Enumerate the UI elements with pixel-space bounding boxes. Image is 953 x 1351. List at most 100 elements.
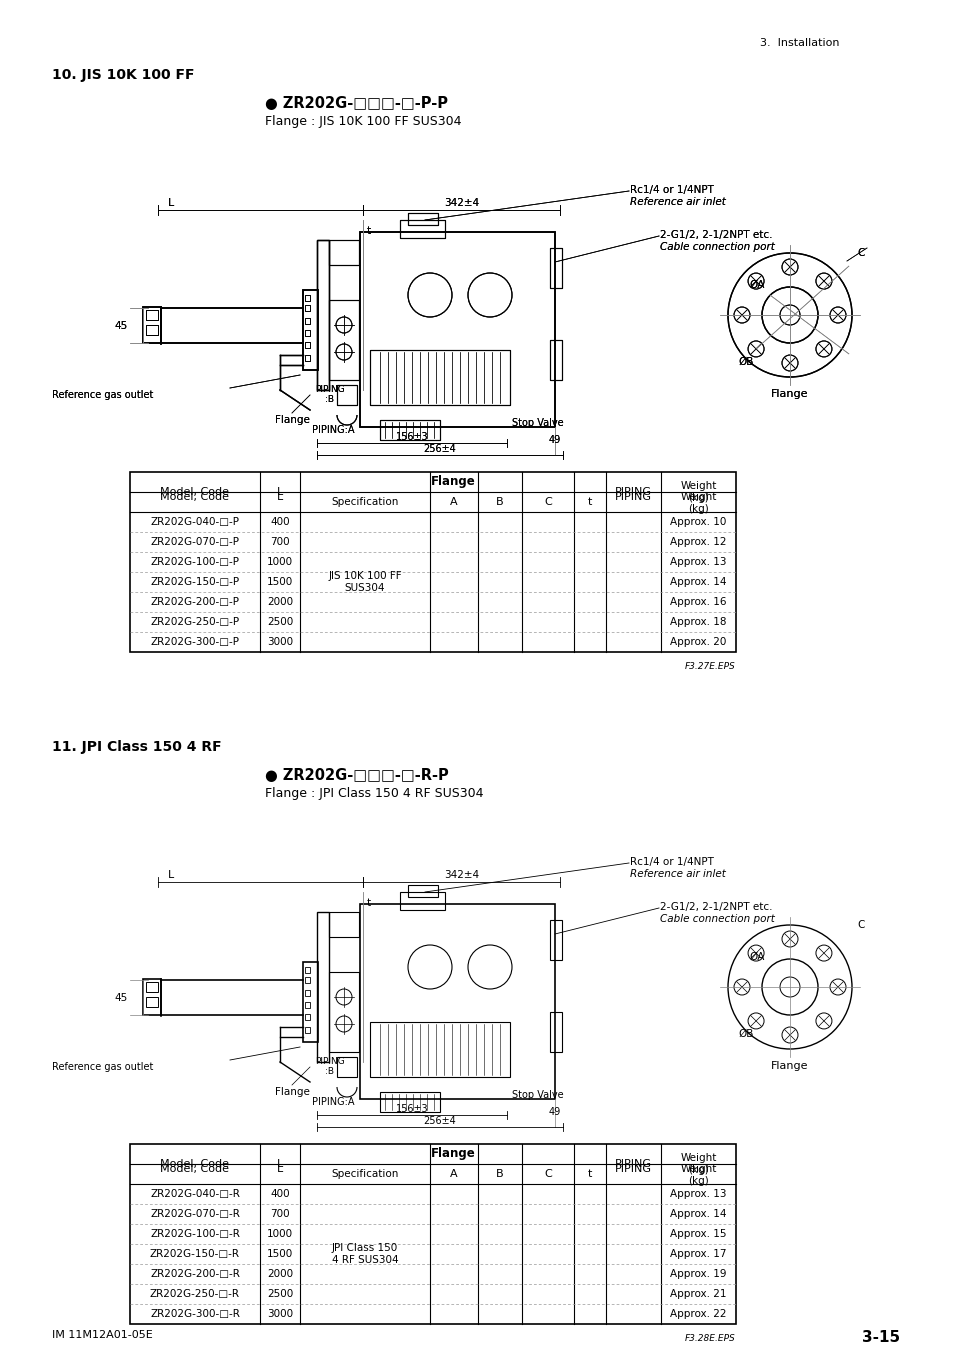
Text: Reference air inlet: Reference air inlet bbox=[629, 869, 725, 880]
Text: Cable connection port: Cable connection port bbox=[659, 915, 774, 924]
Bar bbox=[359, 232, 555, 427]
Bar bbox=[305, 355, 310, 361]
Bar bbox=[408, 213, 437, 226]
Text: 3-15: 3-15 bbox=[861, 1329, 899, 1346]
Bar bbox=[399, 892, 444, 911]
Text: ● ZR202G-□□□-□-P-P: ● ZR202G-□□□-□-P-P bbox=[265, 96, 448, 111]
Bar bbox=[305, 317, 310, 324]
Text: Reference air inlet: Reference air inlet bbox=[629, 197, 725, 207]
Text: 342±4: 342±4 bbox=[443, 199, 478, 208]
Text: PIPING: PIPING bbox=[615, 1165, 651, 1174]
Bar bbox=[305, 317, 310, 324]
Text: ØB: ØB bbox=[738, 357, 753, 367]
Text: PIPING
:B: PIPING :B bbox=[314, 1056, 345, 1077]
Bar bbox=[305, 330, 310, 336]
Text: Flange : JIS 10K 100 FF SUS304: Flange : JIS 10K 100 FF SUS304 bbox=[265, 115, 461, 128]
Text: A: A bbox=[450, 1169, 457, 1179]
Text: ZR202G-040-□-R: ZR202G-040-□-R bbox=[150, 1189, 240, 1198]
Text: ZR202G-040-□-P: ZR202G-040-□-P bbox=[151, 517, 239, 527]
Bar bbox=[146, 982, 158, 992]
Text: C: C bbox=[543, 1169, 551, 1179]
Bar bbox=[305, 305, 310, 311]
Text: Approx. 22: Approx. 22 bbox=[670, 1309, 726, 1319]
Bar bbox=[305, 295, 310, 301]
Text: 2-G1/2, 2-1/2NPT etc.: 2-G1/2, 2-1/2NPT etc. bbox=[659, 902, 772, 912]
Bar bbox=[336, 385, 356, 405]
Bar bbox=[146, 997, 158, 1006]
Text: PIPING: PIPING bbox=[615, 1159, 651, 1169]
Text: 45: 45 bbox=[114, 993, 128, 1002]
Bar bbox=[316, 912, 329, 1062]
Text: L: L bbox=[276, 486, 283, 497]
Text: 45: 45 bbox=[114, 322, 128, 331]
Text: 1000: 1000 bbox=[267, 1229, 293, 1239]
Bar bbox=[305, 1027, 310, 1034]
Bar bbox=[303, 962, 317, 1042]
Text: 2-G1/2, 2-1/2NPT etc.: 2-G1/2, 2-1/2NPT etc. bbox=[659, 230, 772, 240]
Text: Reference gas outlet: Reference gas outlet bbox=[51, 1062, 154, 1071]
Bar bbox=[303, 290, 317, 370]
Bar bbox=[379, 420, 439, 440]
Text: Reference gas outlet: Reference gas outlet bbox=[51, 390, 154, 400]
Text: t: t bbox=[587, 497, 592, 507]
Text: ZR202G-300-□-R: ZR202G-300-□-R bbox=[150, 1309, 240, 1319]
Bar bbox=[399, 220, 444, 238]
Text: Reference gas outlet: Reference gas outlet bbox=[51, 390, 154, 400]
Text: 156±3: 156±3 bbox=[395, 1104, 428, 1115]
Text: 10. JIS 10K 100 FF: 10. JIS 10K 100 FF bbox=[52, 68, 194, 82]
Text: Approx. 15: Approx. 15 bbox=[670, 1229, 726, 1239]
Text: 2000: 2000 bbox=[267, 597, 293, 607]
Text: C: C bbox=[543, 497, 551, 507]
Text: Flange: Flange bbox=[430, 476, 475, 489]
Text: C: C bbox=[856, 249, 863, 258]
Bar bbox=[329, 912, 358, 938]
Text: 400: 400 bbox=[270, 1189, 290, 1198]
Text: PIPING: PIPING bbox=[615, 486, 651, 497]
Bar bbox=[146, 309, 158, 320]
Bar bbox=[146, 326, 158, 335]
Bar bbox=[329, 971, 358, 1052]
Bar bbox=[329, 240, 358, 265]
Bar bbox=[336, 385, 356, 405]
Text: ZR202G-150-□-R: ZR202G-150-□-R bbox=[150, 1250, 240, 1259]
Bar bbox=[305, 967, 310, 973]
Text: Flange: Flange bbox=[430, 1147, 475, 1161]
Text: 1000: 1000 bbox=[267, 557, 293, 567]
Text: 156±3: 156±3 bbox=[395, 432, 428, 442]
Text: 49: 49 bbox=[548, 435, 560, 444]
Bar bbox=[550, 249, 561, 288]
Bar bbox=[143, 307, 161, 343]
Bar bbox=[550, 1012, 561, 1052]
Text: 2500: 2500 bbox=[267, 617, 293, 627]
Text: Cable connection port: Cable connection port bbox=[659, 242, 774, 253]
Bar bbox=[408, 213, 437, 226]
Text: Rc1/4 or 1/4NPT: Rc1/4 or 1/4NPT bbox=[629, 185, 713, 195]
Text: ZR202G-300-□-P: ZR202G-300-□-P bbox=[151, 638, 239, 647]
Text: PIPING
:B: PIPING :B bbox=[314, 385, 345, 404]
Bar bbox=[305, 342, 310, 349]
Text: Flange: Flange bbox=[770, 389, 808, 399]
Bar bbox=[550, 340, 561, 380]
Bar bbox=[370, 1021, 510, 1077]
Text: Cable connection port: Cable connection port bbox=[659, 242, 774, 253]
Text: 3000: 3000 bbox=[267, 1309, 293, 1319]
Text: Approx. 10: Approx. 10 bbox=[670, 517, 726, 527]
Text: Flange: Flange bbox=[274, 415, 309, 426]
Bar bbox=[305, 295, 310, 301]
Bar bbox=[329, 300, 358, 380]
Text: L: L bbox=[276, 1159, 283, 1169]
Text: Approx. 18: Approx. 18 bbox=[670, 617, 726, 627]
Text: Model, Code: Model, Code bbox=[160, 1159, 230, 1169]
Bar bbox=[146, 326, 158, 335]
Text: t: t bbox=[367, 898, 371, 908]
Text: JIS 10K 100 FF
SUS304: JIS 10K 100 FF SUS304 bbox=[328, 571, 401, 593]
Bar bbox=[130, 1144, 735, 1324]
Bar bbox=[305, 990, 310, 996]
Text: ZR202G-070-□-P: ZR202G-070-□-P bbox=[151, 536, 239, 547]
Text: ● ZR202G-□□□-□-R-P: ● ZR202G-□□□-□-R-P bbox=[265, 767, 448, 784]
Bar bbox=[379, 420, 439, 440]
Bar bbox=[408, 885, 437, 897]
Text: Flange: Flange bbox=[770, 389, 808, 399]
Text: 700: 700 bbox=[270, 536, 290, 547]
Text: ØA: ØA bbox=[749, 280, 764, 290]
